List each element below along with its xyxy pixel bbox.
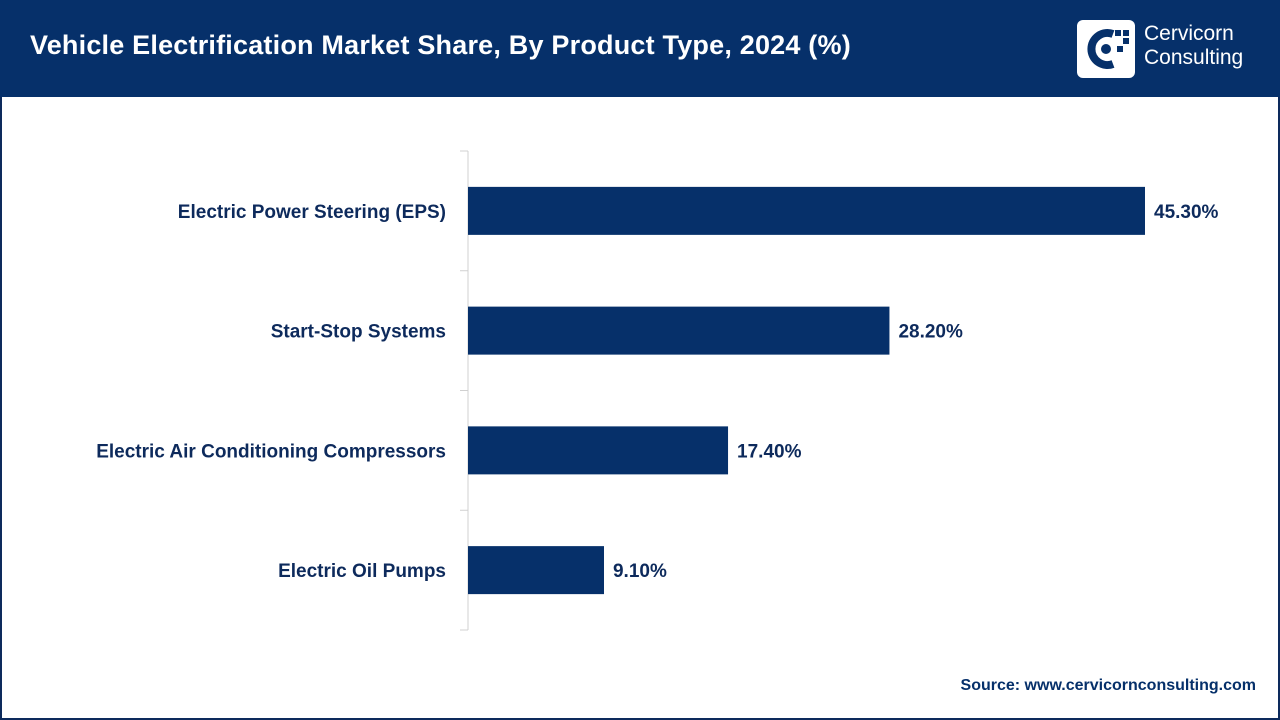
header-bar: Vehicle Electrification Market Share, By… — [0, 0, 1280, 97]
category-label: Electric Oil Pumps — [278, 561, 446, 582]
category-label: Electric Air Conditioning Compressors — [96, 441, 446, 462]
logo-wordmark: Cervicorn Consulting — [1144, 22, 1243, 70]
page-title: Vehicle Electrification Market Share, By… — [30, 30, 851, 60]
category-label: Start-Stop Systems — [271, 322, 446, 343]
bar — [468, 546, 604, 595]
bar — [468, 426, 729, 475]
bar — [468, 186, 1145, 235]
category-label: Electric Power Steering (EPS) — [178, 202, 446, 223]
value-label: 9.10% — [613, 561, 667, 582]
cervicorn-logo-icon — [1077, 20, 1135, 78]
source-note: Source: www.cervicornconsulting.com — [960, 677, 1256, 694]
value-label: 28.20% — [898, 322, 963, 343]
logo-line-2: Consulting — [1144, 46, 1244, 69]
value-label: 45.30% — [1154, 202, 1219, 223]
bar — [468, 306, 890, 355]
logo-line-1: Cervicorn — [1144, 22, 1234, 45]
value-label: 17.40% — [737, 441, 802, 462]
